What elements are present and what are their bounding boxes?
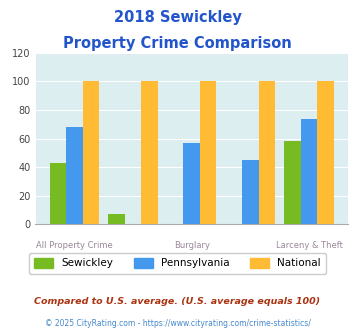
Text: Property Crime Comparison: Property Crime Comparison: [63, 36, 292, 51]
Bar: [184, 143, 200, 224]
Bar: [141, 82, 158, 224]
Text: Larceny & Theft: Larceny & Theft: [275, 241, 343, 250]
Bar: [50, 163, 66, 224]
Text: All Property Crime: All Property Crime: [36, 241, 113, 250]
Text: Arson: Arson: [121, 258, 145, 267]
Bar: [258, 82, 275, 224]
Bar: [83, 82, 99, 224]
Bar: [200, 82, 216, 224]
Bar: [317, 82, 334, 224]
Bar: [108, 214, 125, 224]
Text: 2018 Sewickley: 2018 Sewickley: [114, 10, 241, 25]
Text: Compared to U.S. average. (U.S. average equals 100): Compared to U.S. average. (U.S. average …: [34, 297, 321, 306]
Text: Burglary: Burglary: [174, 241, 210, 250]
Bar: [301, 118, 317, 224]
Text: Motor Vehicle Theft: Motor Vehicle Theft: [209, 258, 291, 267]
Text: © 2025 CityRating.com - https://www.cityrating.com/crime-statistics/: © 2025 CityRating.com - https://www.city…: [45, 319, 310, 328]
Bar: [242, 160, 258, 224]
Legend: Sewickley, Pennsylvania, National: Sewickley, Pennsylvania, National: [29, 253, 326, 274]
Bar: [66, 127, 83, 224]
Bar: [284, 142, 301, 224]
